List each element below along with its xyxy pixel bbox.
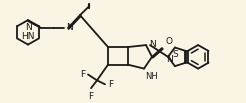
Text: F: F bbox=[108, 80, 113, 89]
Text: NH: NH bbox=[145, 71, 158, 81]
Text: N: N bbox=[25, 23, 31, 32]
Text: N: N bbox=[166, 55, 173, 64]
Text: F: F bbox=[89, 92, 93, 101]
Text: HN: HN bbox=[21, 32, 35, 41]
Text: F: F bbox=[80, 70, 85, 79]
Text: N: N bbox=[66, 23, 73, 32]
Text: N: N bbox=[149, 40, 156, 49]
Text: S: S bbox=[172, 50, 178, 59]
Text: O: O bbox=[165, 37, 172, 46]
